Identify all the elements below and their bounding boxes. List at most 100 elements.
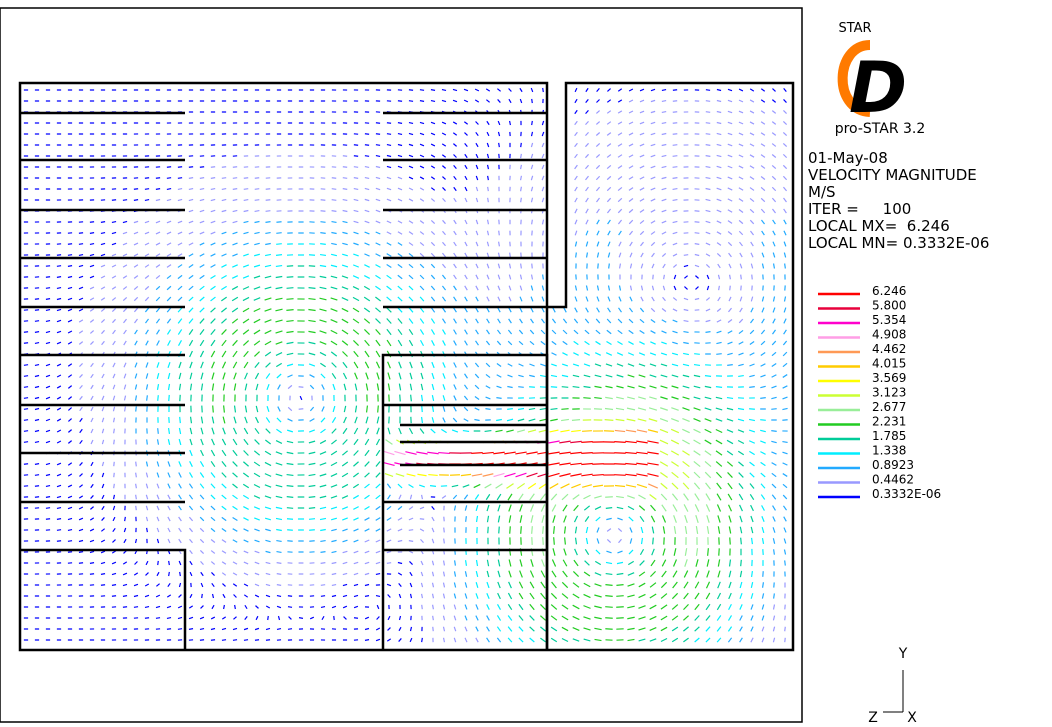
vector [411,594,412,598]
vector [232,297,238,300]
vector [276,353,282,356]
vector [487,330,490,334]
vector [683,375,689,377]
vector [354,529,359,531]
vector [650,571,655,576]
vector [548,452,559,454]
vector [761,209,764,213]
vector [652,286,653,291]
vector [595,375,602,377]
vector [366,417,368,424]
vector [772,341,776,345]
vector [498,264,499,269]
vector [575,549,578,555]
vector [718,297,720,301]
vector [728,221,732,224]
vector [398,134,402,135]
vector [662,134,667,135]
vector [638,495,645,499]
vector [179,373,181,379]
vector [605,420,614,421]
vector [706,167,711,168]
vector [750,484,754,489]
vector [167,629,171,630]
vector [101,319,104,322]
vector [342,287,348,289]
vector [432,384,434,390]
vector [123,221,127,222]
vector [68,266,72,267]
vector [265,222,270,223]
vector [146,573,149,576]
vector [432,561,433,566]
vector [180,417,181,423]
vector [684,309,689,310]
vector [487,582,489,588]
vector [498,253,499,258]
vector [761,364,766,367]
legend-label: 0.4462 [872,473,914,487]
vector [409,329,413,334]
vector [650,342,655,344]
vector [432,373,434,379]
vector [740,297,742,302]
vector [35,464,39,465]
vector [211,572,214,575]
vector [592,464,603,465]
vector [597,253,598,258]
vector [782,420,787,421]
vector [716,354,721,355]
vector [331,496,337,498]
vector [443,384,445,389]
vector [630,253,632,257]
vector [255,540,260,542]
vector [562,605,568,609]
vector [717,331,722,333]
vector [595,507,601,510]
vector [638,386,645,388]
vector [387,254,392,257]
vector [497,89,500,92]
vector [740,308,743,312]
vector [662,243,666,246]
vector [696,515,698,523]
vector [594,595,601,597]
vector [342,254,348,256]
vector [124,396,125,401]
info-quantity: VELOCITY MAGNITUDE [808,166,977,184]
vector [190,550,193,553]
vector [452,485,458,486]
vector [200,297,205,301]
vector [465,242,467,246]
vector [145,584,149,586]
vector [266,584,270,585]
vector [112,596,116,597]
vector [486,386,490,389]
vector [716,429,722,432]
vector [706,101,710,102]
vector [454,220,456,224]
vector [278,385,281,390]
vector [157,341,160,346]
vector [320,474,327,476]
vector [222,439,225,445]
vector [91,462,93,466]
logo-letter: D [849,47,907,129]
vector [782,452,787,454]
vector [309,474,316,475]
vector [222,243,227,245]
vector [90,563,94,564]
vector [584,375,590,377]
vector [487,275,489,279]
vector [101,265,105,267]
vector [594,628,601,629]
vector [607,165,611,168]
vector [221,265,226,268]
vector [651,516,654,522]
vector [222,450,226,456]
vector [673,189,678,190]
vector [706,494,710,501]
legend-label: 4.462 [872,342,906,356]
vector [420,221,424,224]
vector [145,254,149,256]
